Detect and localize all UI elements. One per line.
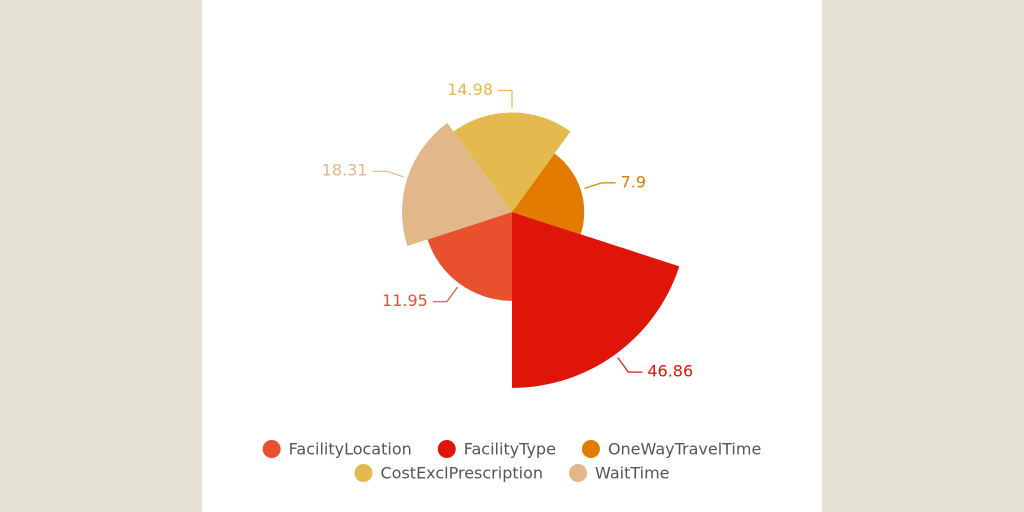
leader-line <box>498 89 513 109</box>
legend-marker <box>581 440 600 458</box>
legend-marker <box>437 440 456 458</box>
legend-label: WaitTime <box>595 464 669 483</box>
data-label: 18.31 <box>322 161 368 180</box>
data-label: 46.86 <box>647 362 693 381</box>
rose-slice <box>512 212 680 388</box>
legend-label: OneWayTravelTime <box>608 440 761 459</box>
legend-marker <box>262 440 281 458</box>
legend: FacilityLocation FacilityType OneWayTravel… <box>262 440 761 483</box>
leader-line <box>617 357 643 373</box>
legend-marker <box>569 464 588 482</box>
rose-slice <box>402 123 512 246</box>
plot-area: 11.95 46.86 7.9 14.98 18.31 <box>322 80 693 388</box>
data-label: 11.95 <box>382 291 428 310</box>
data-label: 7.9 <box>621 172 646 191</box>
legend-item[interactable]: FacilityLocation <box>262 440 412 459</box>
legend-item[interactable]: WaitTime <box>569 464 670 483</box>
rose-slice <box>512 153 585 235</box>
rose-slice <box>427 212 512 301</box>
legend-marker <box>354 464 373 482</box>
leader-line <box>372 170 404 178</box>
data-label: 14.98 <box>447 80 493 99</box>
legend-item[interactable]: CostExclPrescription <box>354 464 544 483</box>
legend-item[interactable]: OneWayTravelTime <box>581 440 761 459</box>
legend-label: CostExclPrescription <box>381 464 544 483</box>
leader-line <box>584 182 616 190</box>
legend-label: FacilityLocation <box>289 440 412 459</box>
legend-label: FacilityType <box>464 440 556 459</box>
leader-line <box>432 286 458 303</box>
rose-slice <box>453 112 571 212</box>
legend-item[interactable]: FacilityType <box>437 440 556 459</box>
